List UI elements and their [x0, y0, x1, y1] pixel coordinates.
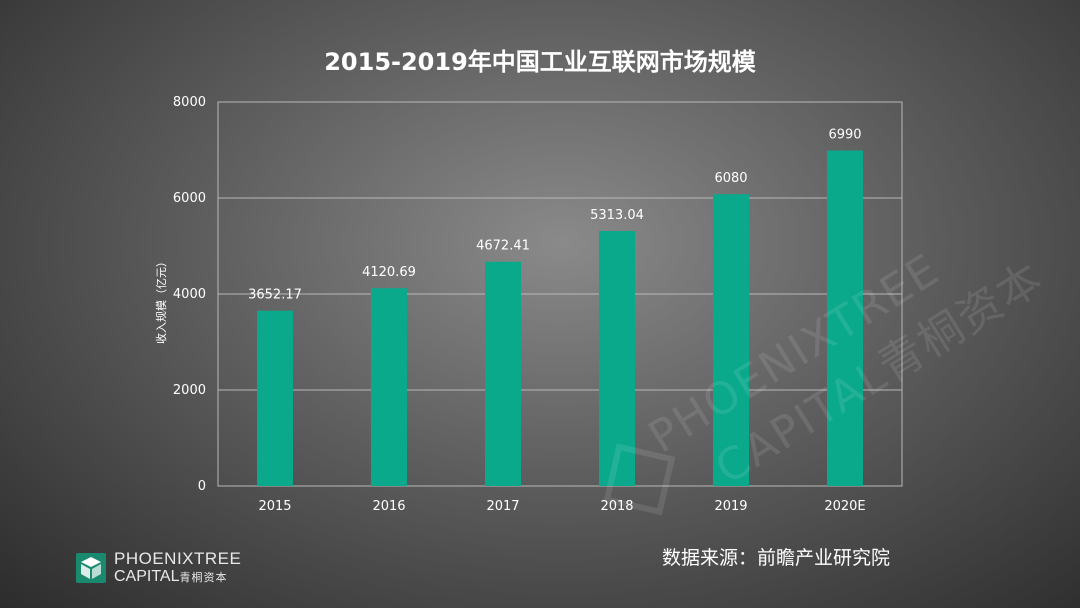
x-tick-label: 2019 — [714, 499, 747, 514]
logo-name: PHOENIXTREE — [114, 549, 242, 568]
data-label: 3652.17 — [248, 288, 302, 303]
logo-capital: CAPITAL — [114, 568, 180, 585]
phoenixtree-logo-icon — [76, 553, 106, 583]
chart-title: 2015-2019年中国工业互联网市场规模 — [324, 48, 756, 76]
bar-2019 — [713, 194, 749, 486]
bar-2017 — [485, 261, 521, 486]
data-label: 6080 — [714, 171, 747, 186]
y-tick-label: 8000 — [173, 95, 206, 110]
label-layer: 0 2000 4000 6000 8000 3652.17 2015 4120.69 2016 4… — [173, 95, 866, 514]
logo-chinese: 青桐资本 — [179, 572, 228, 584]
data-label: 4672.41 — [476, 239, 530, 254]
y-tick-label: 6000 — [173, 191, 206, 206]
x-tick-label: 2015 — [258, 499, 291, 514]
x-tick-label: 2020E — [824, 499, 865, 514]
y-axis-label: 收入规模（亿元） — [154, 256, 168, 344]
x-tick-label: 2018 — [600, 499, 633, 514]
bar-layer — [257, 150, 863, 487]
y-tick-label: 2000 — [173, 383, 206, 398]
data-source: 数据来源：前瞻产业研究院 — [662, 547, 891, 569]
x-tick-label: 2017 — [486, 499, 519, 514]
bar-2016 — [371, 288, 407, 486]
bar-2015 — [257, 310, 293, 486]
data-label: 6990 — [828, 127, 861, 142]
y-tick-label: 0 — [198, 479, 206, 494]
grid-layer — [217, 101, 903, 487]
y-tick-label: 4000 — [173, 287, 206, 302]
data-label: 5313.04 — [590, 208, 644, 223]
x-tick-label: 2016 — [372, 499, 405, 514]
bar-2020E — [827, 150, 863, 487]
logo-subtitle: CAPITAL青桐资本 — [114, 568, 228, 586]
bar-2018 — [599, 230, 635, 486]
data-label: 4120.69 — [362, 265, 416, 280]
